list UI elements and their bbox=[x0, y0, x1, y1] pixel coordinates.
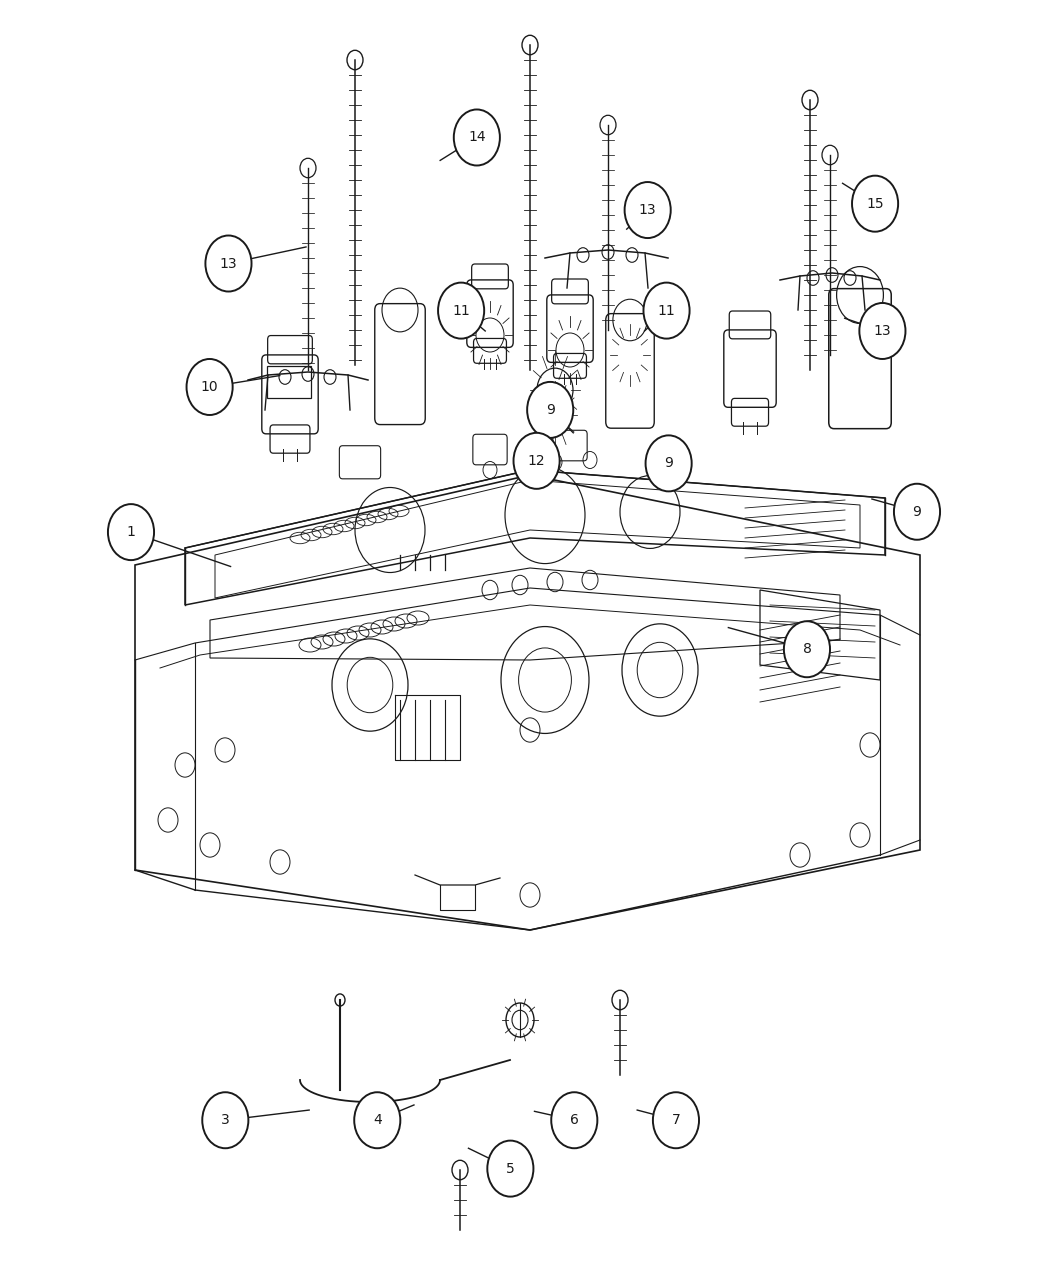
Circle shape bbox=[852, 176, 898, 232]
Circle shape bbox=[487, 1141, 533, 1197]
Circle shape bbox=[625, 182, 671, 238]
Circle shape bbox=[859, 303, 905, 359]
Circle shape bbox=[354, 1092, 400, 1148]
Circle shape bbox=[187, 359, 233, 415]
Text: 13: 13 bbox=[874, 325, 891, 337]
Text: 7: 7 bbox=[672, 1114, 680, 1127]
Text: 11: 11 bbox=[658, 304, 675, 317]
Text: 9: 9 bbox=[913, 505, 921, 518]
Text: 9: 9 bbox=[664, 457, 673, 470]
Circle shape bbox=[784, 621, 830, 677]
Text: 1: 1 bbox=[127, 526, 135, 538]
Circle shape bbox=[205, 236, 252, 292]
Text: 3: 3 bbox=[221, 1114, 230, 1127]
Text: 4: 4 bbox=[373, 1114, 381, 1127]
Circle shape bbox=[643, 283, 690, 339]
Circle shape bbox=[551, 1092, 597, 1148]
Circle shape bbox=[454, 109, 500, 165]
Text: 9: 9 bbox=[546, 404, 554, 416]
Circle shape bbox=[514, 433, 560, 489]
Text: 10: 10 bbox=[201, 381, 218, 393]
Circle shape bbox=[527, 382, 573, 438]
Text: 14: 14 bbox=[468, 131, 485, 144]
Circle shape bbox=[646, 435, 692, 491]
Text: 5: 5 bbox=[506, 1162, 515, 1175]
Circle shape bbox=[108, 504, 154, 560]
Circle shape bbox=[202, 1092, 248, 1148]
Text: 15: 15 bbox=[867, 197, 883, 210]
Text: 11: 11 bbox=[453, 304, 470, 317]
Text: 12: 12 bbox=[528, 454, 545, 467]
Text: 6: 6 bbox=[570, 1114, 578, 1127]
Circle shape bbox=[438, 283, 484, 339]
Text: 8: 8 bbox=[803, 643, 811, 656]
Text: 13: 13 bbox=[220, 257, 237, 270]
Text: 13: 13 bbox=[639, 204, 656, 216]
Circle shape bbox=[653, 1092, 699, 1148]
Circle shape bbox=[894, 484, 940, 540]
